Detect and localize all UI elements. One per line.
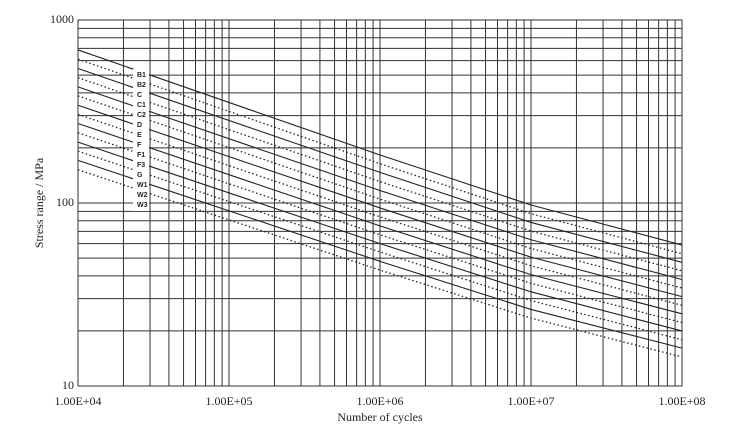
x-axis-title: Number of cycles xyxy=(337,410,423,424)
curve-label: E xyxy=(137,132,142,139)
x-tick-label: 1.00E+06 xyxy=(356,394,403,408)
sn-curve xyxy=(77,58,683,255)
sn-curve xyxy=(77,95,683,289)
sn-curve xyxy=(77,49,683,246)
sn-curve xyxy=(77,68,683,263)
sn-curve xyxy=(77,169,683,358)
curve-label: C xyxy=(137,92,142,99)
y-tick-label: 100 xyxy=(56,195,74,209)
sn-curve xyxy=(77,159,683,349)
curve-label: F3 xyxy=(137,162,145,169)
sn-curve xyxy=(77,104,683,298)
curve-label: W3 xyxy=(137,202,148,209)
curve-label: F xyxy=(137,142,142,149)
curve-label: W2 xyxy=(137,192,148,199)
y-tick-label: 1000 xyxy=(50,12,74,26)
curve-label: W1 xyxy=(137,182,148,189)
curve-label: B1 xyxy=(137,72,146,79)
y-axis-title: Stress range / MPa xyxy=(32,157,46,248)
sn-curve xyxy=(77,86,683,281)
curve-label: F1 xyxy=(137,152,145,159)
x-tick-label: 1.00E+08 xyxy=(658,394,705,408)
curve-label: G xyxy=(137,172,143,179)
sn-curve xyxy=(77,141,683,332)
curve-label: C1 xyxy=(137,102,146,109)
curve-label: B2 xyxy=(137,82,146,89)
x-tick-label: 1.00E+04 xyxy=(54,394,101,408)
plot-frame xyxy=(77,19,683,387)
curve-label: C2 xyxy=(137,112,146,119)
y-tick-label: 10 xyxy=(62,378,74,392)
sn-curve xyxy=(77,122,683,315)
x-tick-label: 1.00E+05 xyxy=(205,394,252,408)
sn-curve xyxy=(77,77,683,272)
x-tick-label: 1.00E+07 xyxy=(507,394,554,408)
curve-label: D xyxy=(137,122,142,129)
label-box xyxy=(133,69,149,211)
